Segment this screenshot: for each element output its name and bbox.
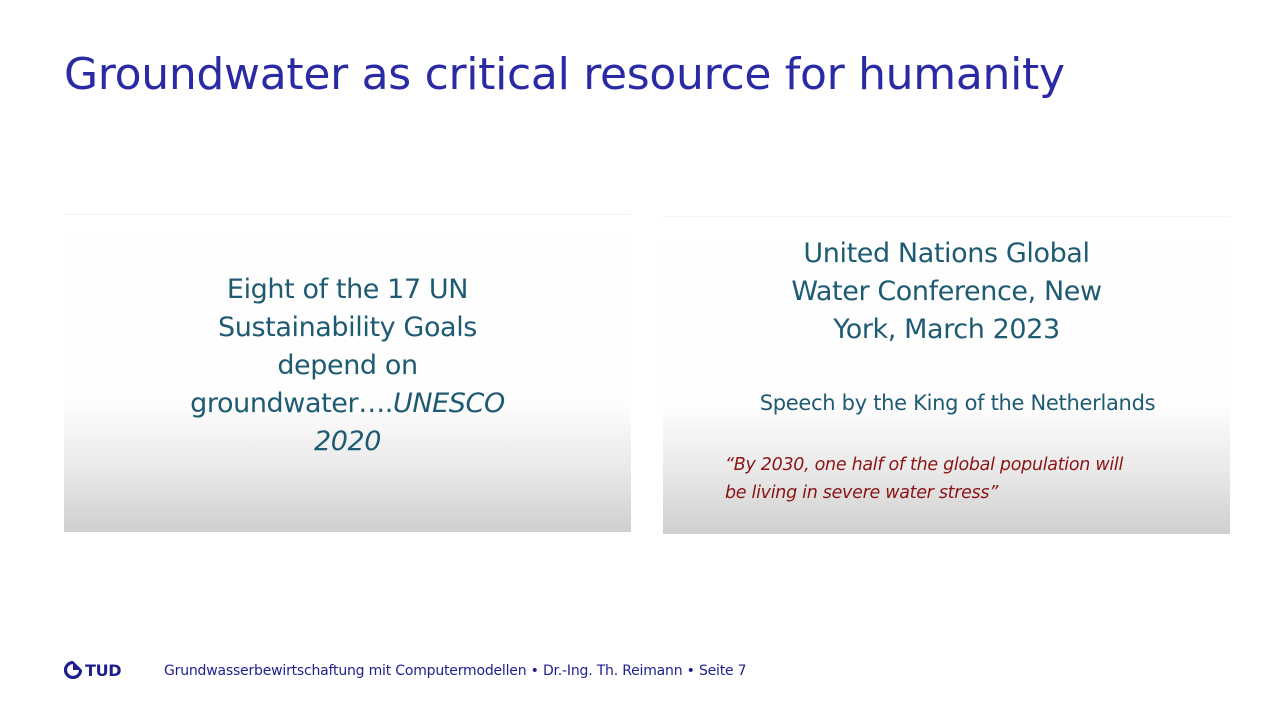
sdg-line-4-regular: groundwater….: [190, 388, 393, 419]
conference-line-2: Water Conference, New: [791, 276, 1102, 307]
sdg-line-3: depend on: [277, 350, 418, 381]
tud-logo-text: TUD: [85, 660, 122, 680]
sdg-line-2: Sustainability Goals: [218, 312, 477, 343]
tud-logo: TUD: [64, 659, 122, 681]
sdg-source: UNESCO: [392, 388, 505, 419]
footer-text: Grundwasserbewirtschaftung mit Computerm…: [164, 663, 747, 679]
speech-caption: Speech by the King of the Netherlands: [759, 391, 1156, 415]
right-image-panel: United Nations Global Water Conference, …: [663, 216, 1230, 534]
quote-line-2: be living in severe water stress”: [725, 483, 998, 503]
king-quote: “By 2030, one half of the global populat…: [725, 451, 1205, 507]
conference-heading: United Nations Global Water Conference, …: [663, 235, 1230, 349]
sdg-statement: Eight of the 17 UN Sustainability Goals …: [64, 271, 631, 461]
left-image-panel: Eight of the 17 UN Sustainability Goals …: [64, 214, 631, 532]
conference-line-3: York, March 2023: [833, 314, 1060, 345]
sdg-line-4: groundwater….UNESCO: [64, 385, 631, 423]
tud-logo-icon: [64, 661, 82, 679]
sdg-line-1: Eight of the 17 UN: [226, 274, 469, 305]
conference-line-1: United Nations Global: [803, 238, 1090, 269]
quote-line-1: “By 2030, one half of the global populat…: [725, 455, 1124, 475]
sdg-year: 2020: [313, 426, 382, 457]
slide-title: Groundwater as critical resource for hum…: [64, 49, 1065, 100]
